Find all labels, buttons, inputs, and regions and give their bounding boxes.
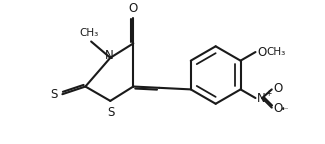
Text: S: S <box>108 106 115 119</box>
Text: S: S <box>50 88 58 101</box>
Text: •⁻: •⁻ <box>281 105 290 114</box>
Text: CH₃: CH₃ <box>80 28 99 38</box>
Text: N: N <box>105 49 114 62</box>
Text: O: O <box>274 82 283 95</box>
Text: N: N <box>257 92 266 105</box>
Text: CH₃: CH₃ <box>266 47 285 57</box>
Text: O: O <box>274 102 283 115</box>
Text: +: + <box>265 89 272 98</box>
Text: O: O <box>129 2 138 15</box>
Text: O: O <box>257 46 266 59</box>
